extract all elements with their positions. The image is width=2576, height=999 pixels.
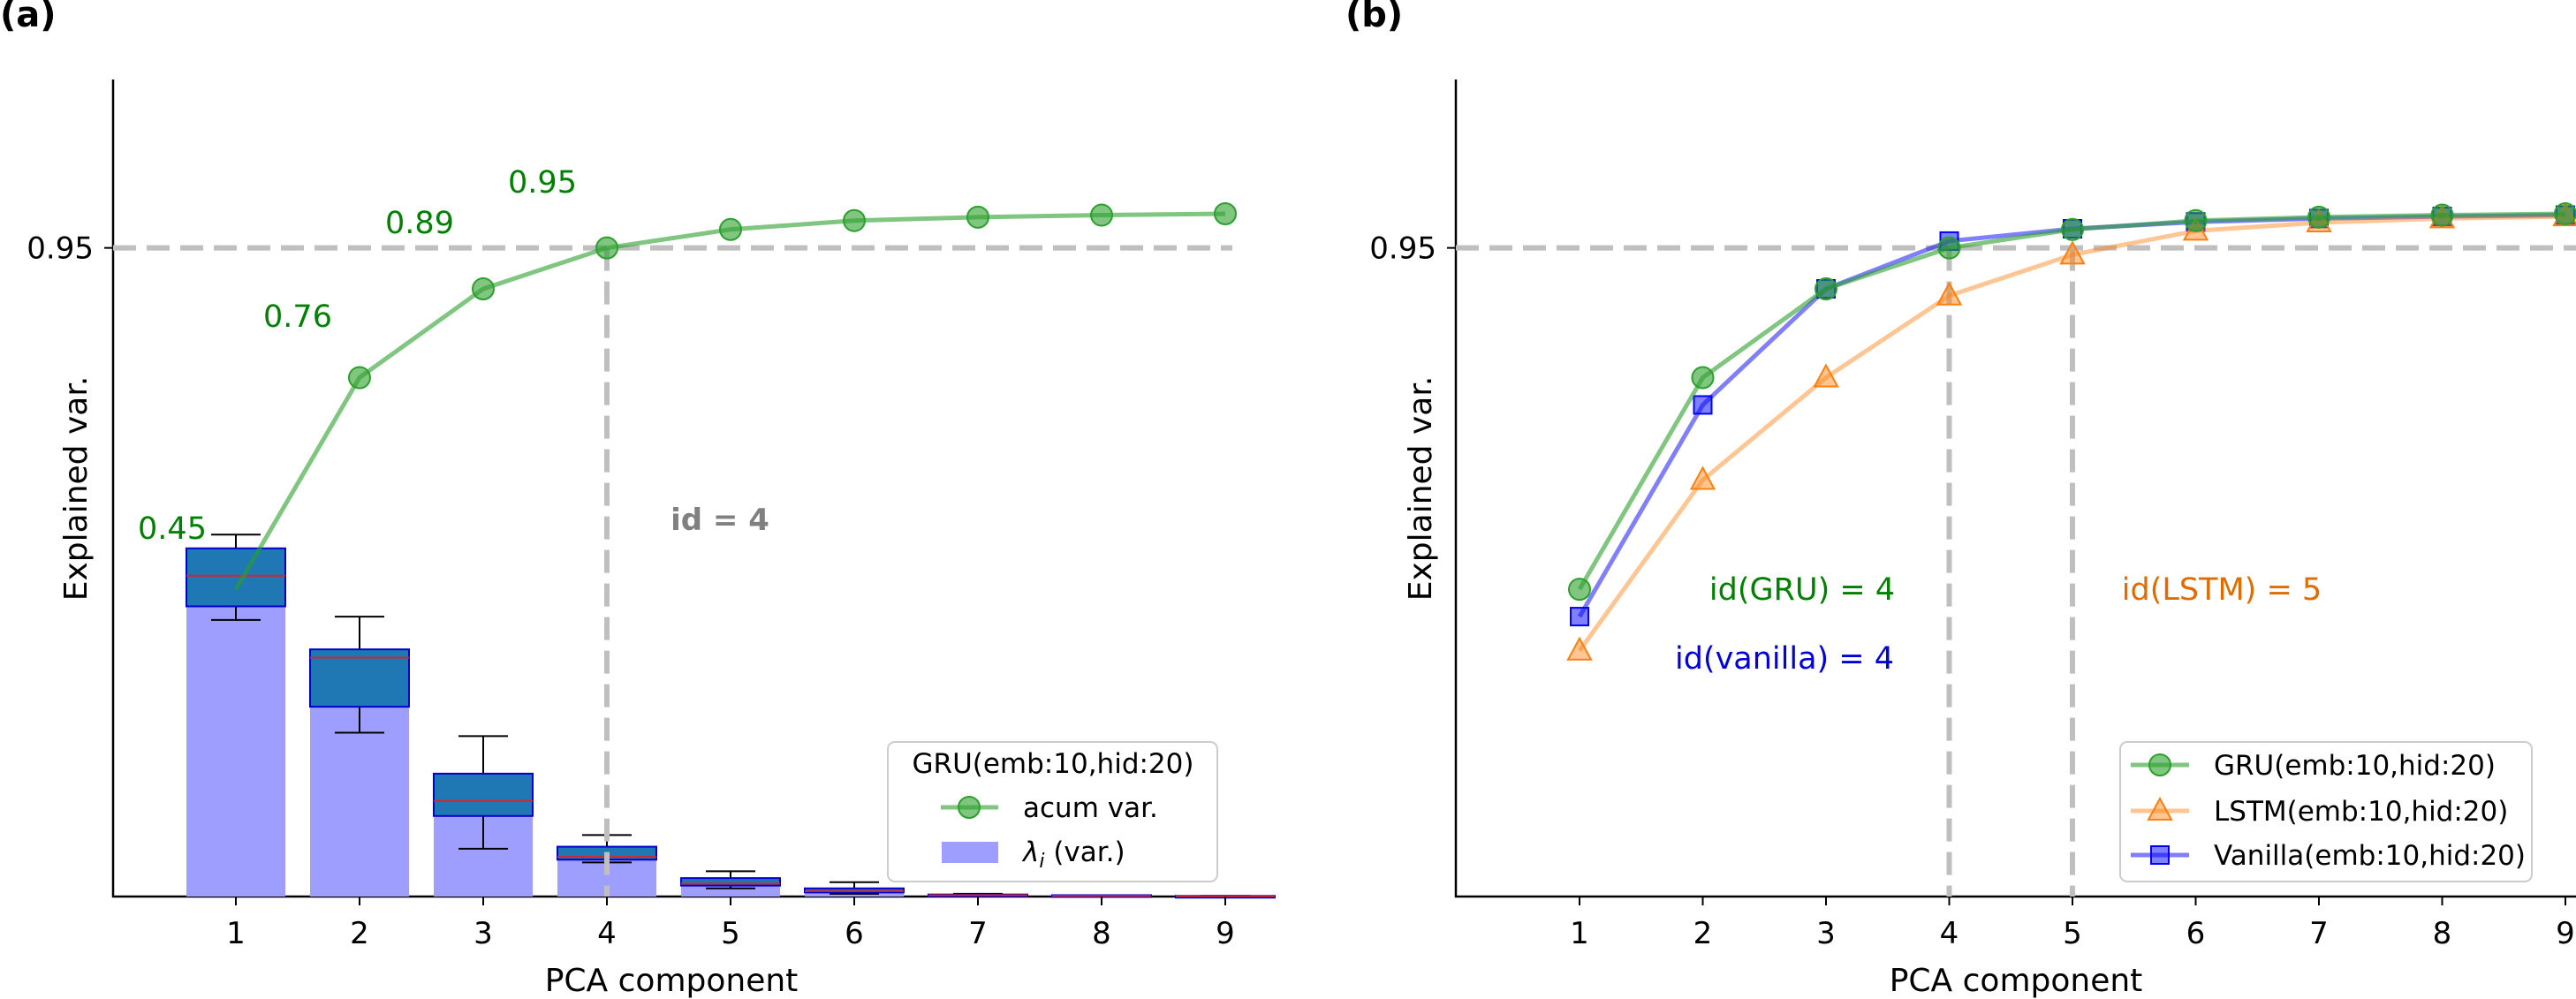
y-tick-label: 0.95 [1369,231,1436,267]
legend-bar-label: λi (var.) [1021,836,1125,873]
legend-vanilla-label: Vanilla(emb:10,hid:20) [2214,840,2526,872]
x-tick-label: 9 [2556,916,2575,951]
panel-b: (b) PCA component Explained var. 1 2 3 4 5 6 7… [1345,0,2576,999]
x-tick-label: 3 [1816,916,1836,951]
panel-b-y-label: Explained var. [1403,376,1439,602]
gru-point [1815,277,1837,301]
legend-acum-label: acum var. [1023,792,1158,824]
lstm-point [1813,363,1839,388]
id-gru-annotation: id(GRU) = 4 [1709,572,1895,608]
legend-gru-marker [2148,753,2171,776]
vanilla-point [1570,607,1589,627]
legend-title: GRU(emb:10,hid:20) [913,748,1194,780]
id-annotation: id = 4 [671,503,769,538]
legend-bar-swatch [942,842,998,863]
gru-point [2061,217,2084,241]
id-vanilla-annotation: id(vanilla) = 4 [1675,641,1894,677]
panel-b-legend: GRU(emb:10,hid:20) LSTM(emb:10,hid:20) V… [2119,741,2533,882]
acum-value-label: 0.76 [263,299,332,335]
acum-var-point [472,277,495,301]
acum-var-point [1090,203,1113,227]
triangle-series-line [1577,214,2566,653]
acum-var-point [843,208,866,232]
x-tick-label: 5 [721,916,740,951]
x-tick-label: 2 [350,916,369,951]
gru-point [1937,236,1961,260]
legend-lstm-label: LSTM(emb:10,hid:20) [2214,796,2508,828]
x-tick-label: 8 [1092,916,1111,951]
lstm-point [1689,465,1716,490]
acum-var-point [595,236,618,260]
x-tick-label: 4 [1940,916,1959,951]
panel-a: (a) PCA component Explained var. 1 2 3 4 5 6 7… [0,0,1276,999]
acum-value-label: 0.95 [508,165,577,201]
x-tick-label: 7 [968,916,988,951]
box-body [186,547,286,608]
lambda-bar [186,606,285,897]
panel-a-x-label: PCA component [545,963,799,999]
panel-a-label: (a) [0,0,57,35]
gru-point [2307,205,2330,229]
lstm-point [1566,636,1593,661]
box-body [309,648,410,708]
gru-point [1691,366,1715,390]
panel-b-x-label: PCA component [1890,963,2143,999]
gru-point [2430,203,2454,227]
x-tick-label: 6 [845,916,864,951]
x-tick-label: 4 [597,916,617,951]
legend-acum-marker [958,796,981,819]
legend-gru-label: GRU(emb:10,hid:20) [2214,750,2496,782]
id-lstm-annotation: id(LSTM) = 5 [2122,572,2322,608]
acum-value-label: 0.45 [138,511,207,547]
x-tick-label: 1 [226,916,246,951]
acum-var-point [966,205,989,229]
vanilla-point [1693,395,1713,415]
gru-point [1568,578,1591,602]
panel-a-legend: GRU(emb:10,hid:20) acum var. λi (var.) [887,741,1218,882]
y-tick-label: 0.95 [27,231,94,267]
x-tick-label: 6 [2186,916,2206,951]
box-body [680,877,781,887]
acum-var-point [719,217,742,241]
acum-var-point [348,366,371,390]
x-tick-label: 2 [1693,916,1713,951]
gru-point [2184,208,2208,232]
lstm-point [1936,281,1963,306]
lstm-point [2059,240,2086,265]
panel-b-legend-frame [2119,741,2533,882]
box-body [433,772,534,817]
x-tick-label: 9 [1216,916,1235,951]
gru-point [2554,202,2576,225]
x-tick-label: 7 [2309,916,2329,951]
legend-lstm-marker [2147,796,2173,821]
legend-vanilla-marker [2150,845,2170,865]
x-tick-label: 1 [1570,916,1589,951]
panel-a-y-label: Explained var. [58,376,95,602]
x-tick-label: 5 [2063,916,2082,951]
panel-b-label: (b) [1345,0,1403,35]
x-tick-label: 8 [2433,916,2452,951]
acum-var-point [1214,202,1237,225]
acum-value-label: 0.89 [385,206,454,241]
x-tick-label: 3 [474,916,493,951]
